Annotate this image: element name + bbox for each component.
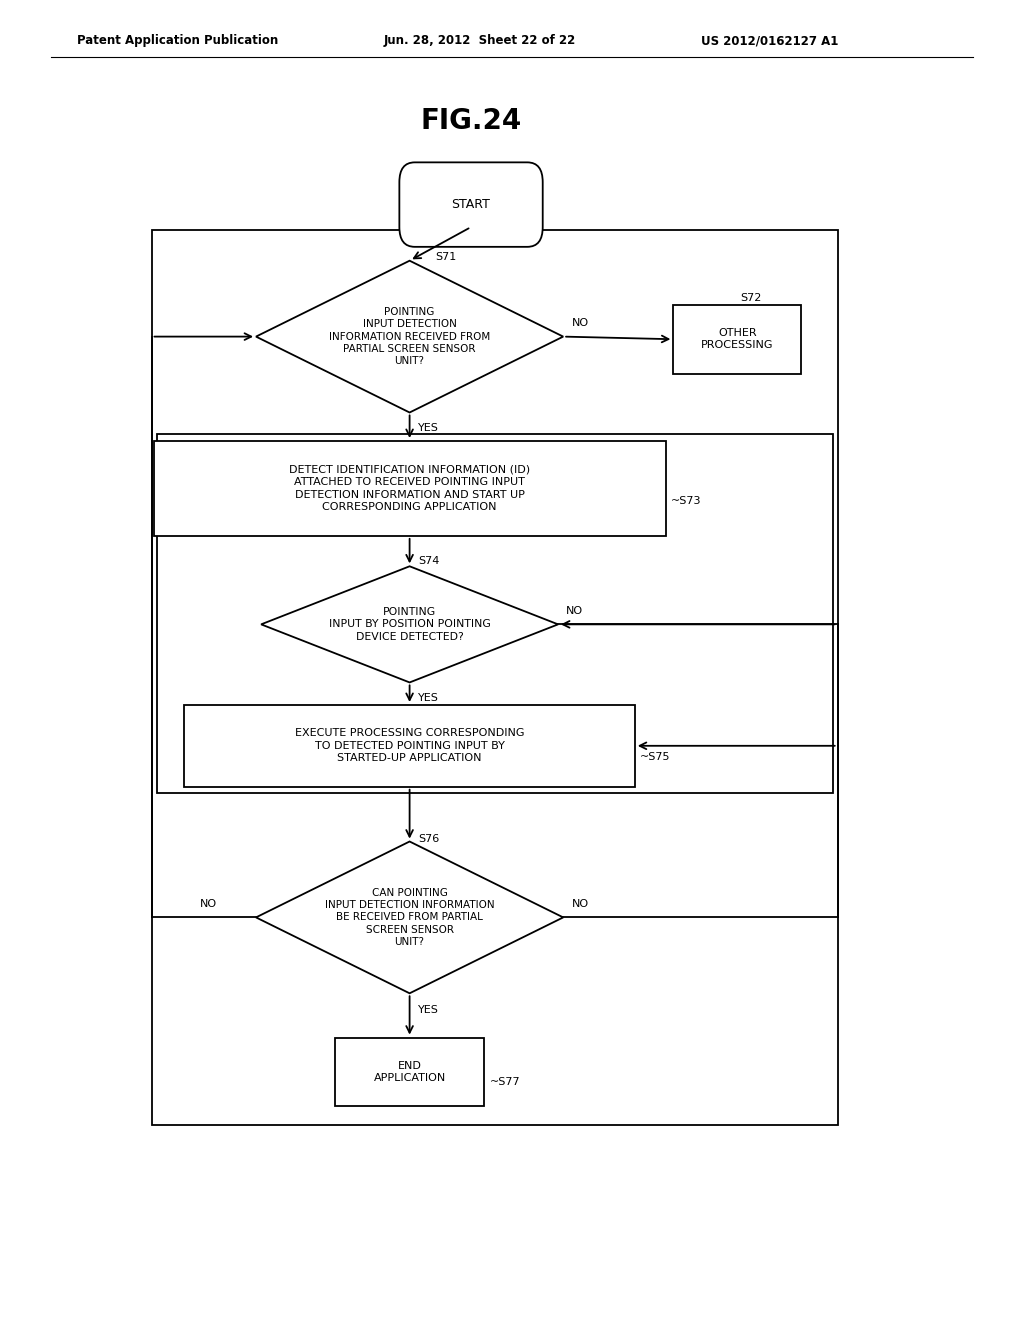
Text: DETECT IDENTIFICATION INFORMATION (ID)
ATTACHED TO RECEIVED POINTING INPUT
DETEC: DETECT IDENTIFICATION INFORMATION (ID) A… [289,465,530,512]
Bar [184,705,635,787]
Text: NO: NO [571,899,589,909]
Text: YES: YES [418,693,438,704]
Bar [152,230,838,1125]
Text: S76: S76 [418,834,439,845]
Text: EXECUTE PROCESSING CORRESPONDING
TO DETECTED POINTING INPUT BY
STARTED-UP APPLIC: EXECUTE PROCESSING CORRESPONDING TO DETE… [295,729,524,763]
Text: POINTING
INPUT BY POSITION POINTING
DEVICE DETECTED?: POINTING INPUT BY POSITION POINTING DEVI… [329,607,490,642]
Text: FIG.24: FIG.24 [421,107,521,136]
Text: NO: NO [566,606,584,616]
Text: US 2012/0162127 A1: US 2012/0162127 A1 [701,34,839,48]
Text: POINTING
INPUT DETECTION
INFORMATION RECEIVED FROM
PARTIAL SCREEN SENSOR
UNIT?: POINTING INPUT DETECTION INFORMATION REC… [329,306,490,367]
Text: CAN POINTING
INPUT DETECTION INFORMATION
BE RECEIVED FROM PARTIAL
SCREEN SENSOR
: CAN POINTING INPUT DETECTION INFORMATION… [325,887,495,948]
Text: NO: NO [200,899,217,909]
Text: S74: S74 [418,556,439,566]
Bar [157,434,833,793]
Polygon shape [256,842,563,993]
Text: YES: YES [418,424,438,433]
Text: ~S75: ~S75 [640,752,671,763]
Text: END
APPLICATION: END APPLICATION [374,1061,445,1082]
Text: S72: S72 [740,293,762,304]
Text: ~S77: ~S77 [489,1077,520,1088]
Text: Patent Application Publication: Patent Application Publication [77,34,279,48]
Bar [154,441,666,536]
Text: NO: NO [571,318,589,329]
Polygon shape [256,261,563,412]
Text: OTHER
PROCESSING: OTHER PROCESSING [701,329,773,350]
Text: S71: S71 [435,252,457,263]
Text: YES: YES [418,1006,438,1015]
Bar [336,1038,484,1106]
Bar [674,305,801,374]
Text: ~S73: ~S73 [671,496,701,507]
Text: START: START [452,198,490,211]
FancyBboxPatch shape [399,162,543,247]
Polygon shape [261,566,558,682]
Text: Jun. 28, 2012  Sheet 22 of 22: Jun. 28, 2012 Sheet 22 of 22 [384,34,577,48]
